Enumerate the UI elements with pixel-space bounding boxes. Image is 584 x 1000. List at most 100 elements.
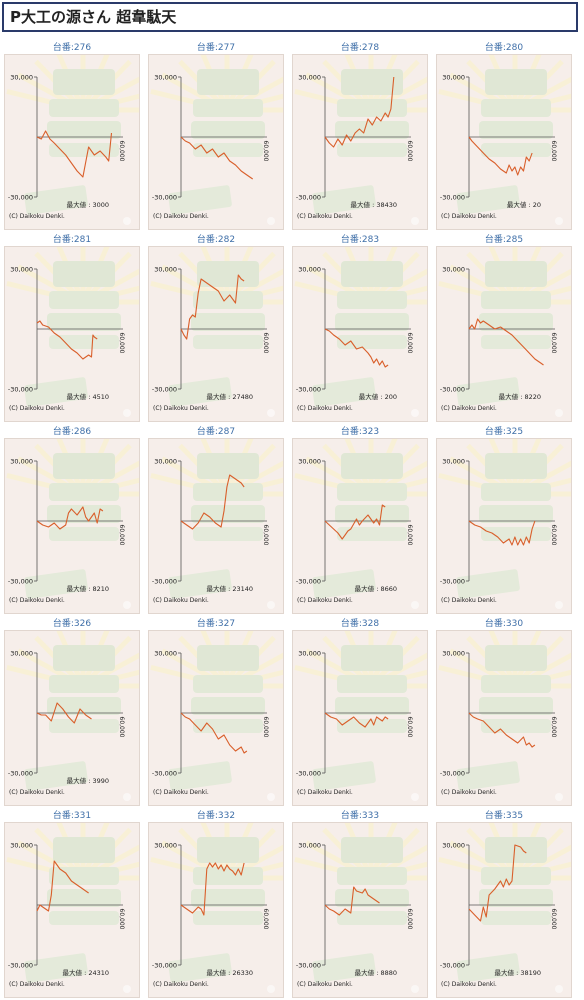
machine-title[interactable]: 台番:323	[340, 427, 380, 437]
copyright-label: (C) Daikoku Denki.	[153, 597, 209, 604]
deco-shape	[123, 409, 131, 417]
x-tick-label-right: 60,000	[406, 717, 413, 738]
deco-shape	[479, 505, 553, 523]
series-line-331	[36, 860, 89, 912]
deco-shape	[337, 335, 407, 349]
copyright-label: (C) Daikoku Denki.	[153, 213, 209, 220]
chart-panel: 30,000 -30,000 60,000 最大値 : 26330 (C) Daikok…	[148, 822, 284, 998]
chart-cell-330: 台番:330 30,000 -30,000 60,000 (C) Daikoku Den…	[432, 616, 576, 806]
chart-cell-328: 台番:328 30,000 -30,000 60,000 (C) Daikoku Den…	[288, 616, 432, 806]
machine-title[interactable]: 台番:332	[196, 811, 236, 821]
max-value-label: 最大値 : 23140	[207, 584, 254, 593]
background-art	[6, 247, 139, 417]
y-tick-label-bottom: -30,000	[152, 386, 177, 394]
deco-shape	[481, 335, 551, 349]
deco-shape	[47, 697, 121, 715]
deco-shape	[312, 761, 376, 791]
machine-title[interactable]: 台番:326	[52, 619, 92, 629]
machine-title[interactable]: 台番:281	[52, 235, 92, 245]
deco-shape	[555, 601, 563, 609]
deco-shape	[49, 99, 119, 117]
y-tick-label-top: 30,000	[154, 842, 177, 850]
deco-shape	[123, 217, 131, 225]
deco-shape	[24, 953, 88, 983]
x-tick-label-right: 60,000	[550, 909, 557, 930]
y-tick-label-bottom: -30,000	[440, 962, 465, 970]
deco-shape	[193, 99, 263, 117]
x-tick-label-right: 60,000	[262, 333, 269, 354]
deco-shape	[312, 953, 376, 983]
deco-shape	[485, 645, 547, 671]
y-tick-label-top: 30,000	[154, 458, 177, 466]
background-art	[6, 631, 139, 801]
chart-panel: 30,000 -30,000 60,000 (C) Daikoku Denki.	[292, 630, 428, 806]
deco-shape	[193, 143, 263, 157]
deco-shape	[312, 569, 376, 599]
y-tick-label-bottom: -30,000	[296, 386, 321, 394]
machine-title[interactable]: 台番:325	[484, 427, 524, 437]
background-art	[438, 247, 571, 417]
deco-shape	[337, 911, 407, 925]
background-art	[438, 439, 571, 609]
series-line-327	[180, 712, 248, 754]
deco-shape	[193, 527, 263, 541]
machine-title[interactable]: 台番:335	[484, 811, 524, 821]
series-line-278	[324, 76, 395, 148]
machine-title[interactable]: 台番:280	[484, 43, 524, 53]
chart-panel: 30,000 -30,000 60,000 最大値 : 8660 (C) Daikoku…	[292, 438, 428, 614]
x-tick-label-right: 60,000	[550, 141, 557, 162]
background-art	[294, 247, 427, 417]
y-tick-label-bottom: -30,000	[296, 578, 321, 586]
machine-title[interactable]: 台番:333	[340, 811, 380, 821]
deco-shape	[411, 409, 419, 417]
background-art	[438, 631, 571, 801]
machine-title[interactable]: 台番:282	[196, 235, 236, 245]
max-value-label: 最大値 : 4510	[67, 392, 109, 401]
machine-title[interactable]: 台番:277	[196, 43, 236, 53]
y-tick-label-top: 30,000	[10, 74, 33, 82]
deco-shape	[479, 697, 553, 715]
deco-shape	[197, 69, 259, 95]
chart-svg: 30,000 -30,000 60,000 最大値 : 8210(C) Daikoku…	[6, 439, 139, 609]
deco-shape	[481, 719, 551, 733]
machine-title[interactable]: 台番:287	[196, 427, 236, 437]
chart-svg: 30,000 -30,000 60,000 最大値 : 20 (C) Daikoku D…	[438, 55, 571, 225]
y-tick-label-top: 30,000	[442, 74, 465, 82]
y-tick-label-top: 30,000	[154, 650, 177, 658]
x-tick-label-right: 60,000	[262, 141, 269, 162]
machine-title[interactable]: 台番:286	[52, 427, 92, 437]
chart-panel: 30,000 -30,000 60,000 最大値 : 3990 (C) Daikoku…	[4, 630, 140, 806]
deco-shape	[555, 409, 563, 417]
deco-shape	[341, 261, 403, 287]
machine-title[interactable]: 台番:276	[52, 43, 92, 53]
x-tick-label-right: 60,000	[406, 525, 413, 546]
chart-panel: 30,000 -30,000 60,000 最大値 : 27480 (C) Daikok…	[148, 246, 284, 422]
machine-title[interactable]: 台番:327	[196, 619, 236, 629]
machine-title[interactable]: 台番:283	[340, 235, 380, 245]
chart-svg: 30,000 -30,000 60,000 最大値 : 26330 (C) Daikok…	[150, 823, 283, 993]
series-line-285	[468, 318, 544, 366]
deco-shape	[479, 121, 553, 139]
x-tick-label-right: 60,000	[406, 333, 413, 354]
deco-shape	[267, 793, 275, 801]
max-value-label: 最大値 : 8210	[67, 584, 109, 593]
background-art	[438, 55, 571, 225]
machine-title[interactable]: 台番:330	[484, 619, 524, 629]
background-art	[150, 439, 283, 609]
y-tick-label-bottom: -30,000	[8, 578, 33, 586]
series-line-332	[180, 862, 245, 916]
deco-shape	[335, 697, 409, 715]
deco-shape	[49, 675, 119, 693]
x-tick-label-right: 60,000	[550, 717, 557, 738]
chart-svg: 30,000 -30,000 60,000 最大値 : 24310 (C) Daikok…	[6, 823, 139, 993]
chart-cell-327: 台番:327 30,000 -30,000 60,000 (C) Daikoku Den…	[144, 616, 288, 806]
series-line-328	[324, 712, 389, 728]
machine-title[interactable]: 台番:331	[52, 811, 92, 821]
machine-title[interactable]: 台番:285	[484, 235, 524, 245]
y-tick-label-bottom: -30,000	[440, 386, 465, 394]
machine-title[interactable]: 台番:278	[340, 43, 380, 53]
chart-svg: 30,000 -30,000 60,000 (C) Daikoku Denki.	[438, 631, 571, 801]
machine-title[interactable]: 台番:328	[340, 619, 380, 629]
copyright-label: (C) Daikoku Denki.	[153, 405, 209, 412]
copyright-label: (C) Daikoku Denki.	[441, 789, 497, 796]
